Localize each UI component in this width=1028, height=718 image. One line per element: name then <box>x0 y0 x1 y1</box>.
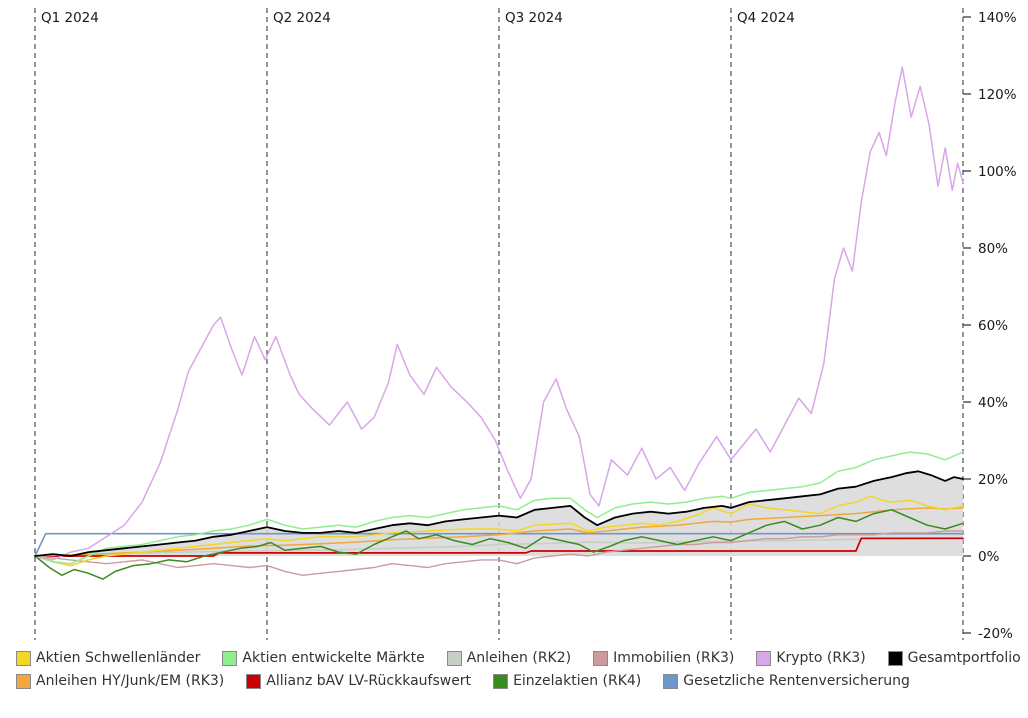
series-line-bonds_rk2 <box>34 537 964 557</box>
legend-swatch-hy_bonds <box>16 673 31 689</box>
legend-swatch-total <box>887 650 903 666</box>
y-tick-label: 0% <box>978 549 1000 565</box>
legend-label-bonds_rk2: Anleihen (RK2) <box>466 650 572 666</box>
series-line-dev_stocks <box>34 451 964 565</box>
legend-swatch-allianz <box>246 673 262 689</box>
legend-label-em_stocks: Aktien Schwellenländer <box>36 650 201 666</box>
legend-swatch-dev_stocks <box>222 650 238 666</box>
y-tick-label: 60% <box>978 318 1008 334</box>
legend-swatch-pension <box>663 673 679 689</box>
quarter-label: Q4 2024 <box>737 10 795 26</box>
legend-label-dev_stocks: Aktien entwickelte Märkte <box>242 650 425 666</box>
series-line-hy_bonds <box>34 507 964 557</box>
series-line-allianz <box>34 537 964 557</box>
legend-item-crypto: Krypto (RK3) <box>756 650 866 666</box>
legend-swatch-bonds_rk2 <box>446 650 462 666</box>
y-tick-label: -20% <box>978 626 1013 642</box>
legend-item-hy_bonds: Anleihen HY/Junk/EM (RK3) <box>16 673 224 689</box>
legend-item-pension: Gesetzliche Rentenversicherung <box>663 673 910 689</box>
chart-svg: Q1 2024 Q2 2024 Q3 2024 Q4 2024 140% 120% 100%… <box>34 8 1017 642</box>
y-tick-label: 40% <box>978 395 1008 411</box>
series-line-single_stocks <box>34 509 964 580</box>
legend-item-em_stocks: Aktien Schwellenländer <box>16 650 200 666</box>
legend-item-total: Gesamtportfolio <box>887 650 1021 666</box>
y-tick-label: 20% <box>978 472 1008 488</box>
legend-item-dev_stocks: Aktien entwickelte Märkte <box>222 650 425 666</box>
series-line-crypto <box>34 66 964 561</box>
performance-chart: Q1 2024 Q2 2024 Q3 2024 Q4 2024 140% 120% 100%… <box>34 8 1017 642</box>
series-line-pension <box>34 532 964 557</box>
quarter-label: Q2 2024 <box>273 10 331 26</box>
legend-swatch-single_stocks <box>493 673 509 689</box>
legend-label-total: Gesamtportfolio <box>907 650 1021 666</box>
legend-swatch-real_estate <box>593 650 609 666</box>
legend-row: Aktien Schwellenländer Aktien entwickelte… <box>16 650 1028 666</box>
y-tick-label: 100% <box>978 164 1017 180</box>
legend-label-single_stocks: Einzelaktien (RK4) <box>513 673 642 689</box>
legend-item-allianz: Allianz bAV LV-Rückkaufswert <box>246 673 471 689</box>
legend-swatch-em_stocks <box>16 650 31 666</box>
legend-label-hy_bonds: Anleihen HY/Junk/EM (RK3) <box>36 673 225 689</box>
series-area-total <box>35 471 963 556</box>
legend-swatch-crypto <box>756 650 772 666</box>
legend-label-real_estate: Immobilien (RK3) <box>613 650 735 666</box>
chart-legend: Aktien Schwellenländer Aktien entwickelte… <box>0 646 1028 689</box>
y-tick-label: 80% <box>978 241 1008 257</box>
legend-label-pension: Gesetzliche Rentenversicherung <box>683 673 910 689</box>
series-line-total <box>34 470 964 557</box>
legend-item-real_estate: Immobilien (RK3) <box>593 650 734 666</box>
series-line-em_stocks <box>34 495 964 567</box>
legend-item-bonds_rk2: Anleihen (RK2) <box>446 650 572 666</box>
legend-row: Anleihen HY/Junk/EM (RK3) Allianz bAV LV-… <box>16 673 1028 689</box>
quarter-label: Q1 2024 <box>41 10 99 26</box>
y-tick-label: 120% <box>978 87 1017 103</box>
series-line-real_estate <box>34 530 964 576</box>
y-tick-label: 140% <box>978 10 1017 26</box>
legend-label-allianz: Allianz bAV LV-Rückkaufswert <box>266 673 472 689</box>
legend-label-crypto: Krypto (RK3) <box>776 650 866 666</box>
quarter-label: Q3 2024 <box>505 10 563 26</box>
legend-item-single_stocks: Einzelaktien (RK4) <box>493 673 641 689</box>
